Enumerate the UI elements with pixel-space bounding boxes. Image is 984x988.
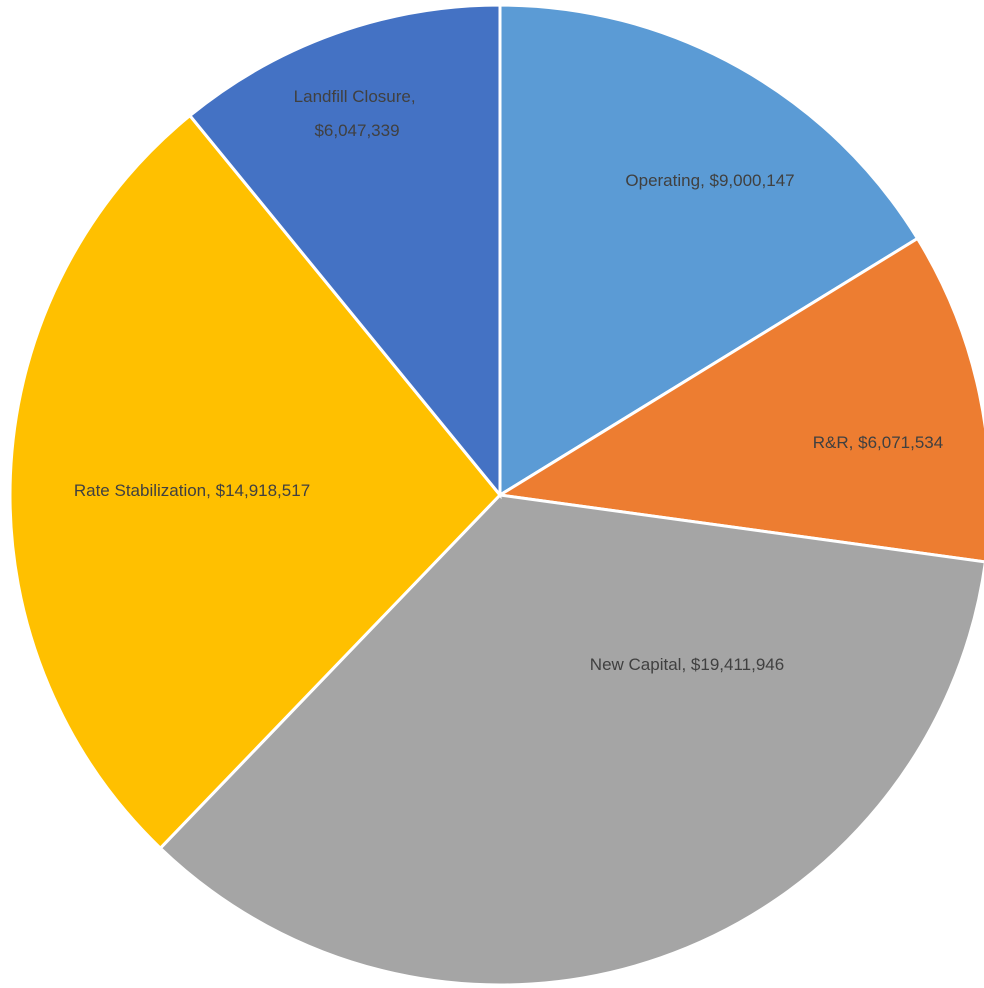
value-label: $14,918,517 bbox=[216, 481, 311, 500]
data-label: Operating, $9,000,147 bbox=[625, 171, 794, 190]
category-name: New Capital bbox=[590, 655, 682, 674]
pie-slice bbox=[187, 3, 502, 500]
pie-slice bbox=[495, 236, 984, 564]
pie-slice bbox=[158, 493, 984, 987]
value-label: $9,000,147 bbox=[710, 171, 795, 190]
label-separator: , bbox=[206, 481, 215, 500]
data-label: R&R, $6,071,534 bbox=[813, 433, 943, 452]
category-name: Operating bbox=[625, 171, 700, 190]
label-separator: , bbox=[700, 171, 709, 190]
pie-slice bbox=[8, 113, 503, 851]
data-label: Landfill Closure, $6,047,339 bbox=[294, 87, 421, 140]
category-name: R&R bbox=[813, 433, 849, 452]
value-label: $6,047,339 bbox=[314, 121, 399, 140]
value-label: $6,071,534 bbox=[858, 433, 943, 452]
label-separator: , bbox=[849, 433, 858, 452]
label-separator: , bbox=[411, 87, 420, 106]
data-label: Rate Stabilization, $14,918,517 bbox=[74, 481, 310, 500]
pie-slice bbox=[498, 3, 920, 498]
data-label: New Capital, $19,411,946 bbox=[590, 655, 784, 674]
label-separator: , bbox=[681, 655, 690, 674]
category-name: Landfill Closure bbox=[294, 87, 411, 106]
value-label: $19,411,946 bbox=[691, 655, 784, 674]
category-name: Rate Stabilization bbox=[74, 481, 206, 500]
